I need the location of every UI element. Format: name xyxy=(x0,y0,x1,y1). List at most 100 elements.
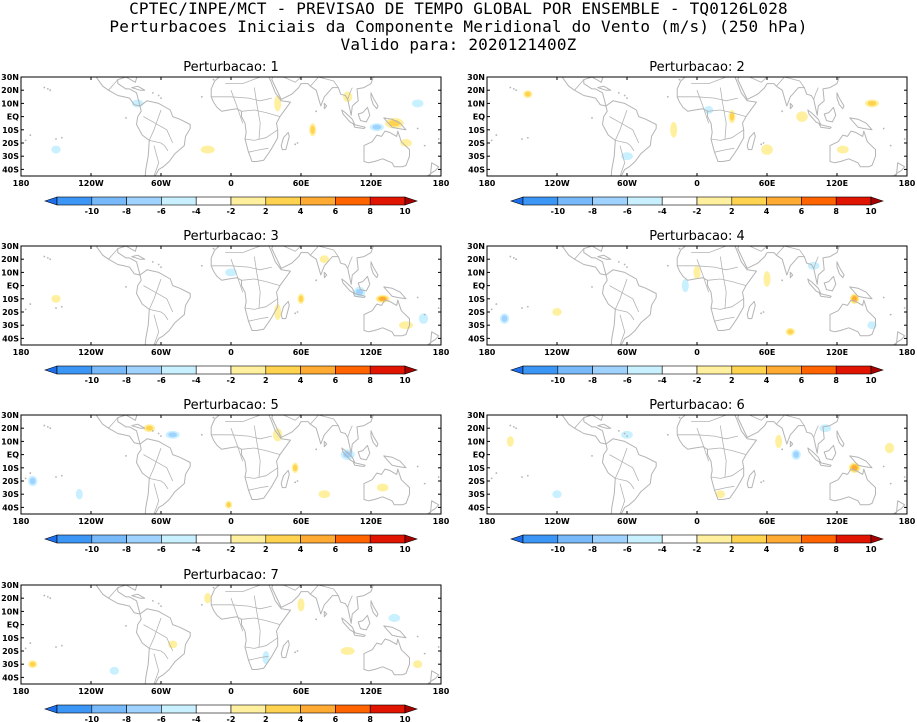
island xyxy=(882,465,885,468)
coastline-java xyxy=(819,293,832,298)
colorbar-swatch xyxy=(161,534,197,544)
country-border xyxy=(691,415,727,422)
colorbar-swatch xyxy=(731,196,767,206)
coastline-madag xyxy=(280,469,290,489)
y-tick-label: EQ xyxy=(7,282,19,291)
x-tick-label: 60E xyxy=(759,179,776,188)
country-border xyxy=(574,248,585,260)
country-border xyxy=(710,298,744,310)
colorbar-label: 10 xyxy=(865,207,877,216)
country-border xyxy=(148,109,162,141)
coastline-as xyxy=(271,415,374,454)
country-border xyxy=(614,447,628,479)
island xyxy=(509,255,512,258)
coastline-as xyxy=(271,77,374,116)
coastline-java xyxy=(819,462,832,467)
island xyxy=(762,142,765,144)
island xyxy=(24,308,27,311)
colorbar-label: 6 xyxy=(799,545,805,554)
coastline-sa xyxy=(136,438,191,514)
island xyxy=(157,602,160,605)
anomaly-positive xyxy=(787,329,794,335)
y-tick-label: 20S xyxy=(2,647,19,656)
colorbar-swatch xyxy=(265,534,301,544)
coastline-japan xyxy=(383,568,397,584)
coastline-as xyxy=(737,415,840,454)
map-area xyxy=(24,568,440,684)
y-tick-label: 10N xyxy=(1,607,19,616)
y-tick-label: 20S xyxy=(2,139,19,148)
coastline-cuba xyxy=(131,85,146,91)
island xyxy=(617,429,620,432)
colorbar: -10 -8 -6 -4 -2 2 4 6 8 10 xyxy=(510,534,884,554)
y-tick-label: 40S xyxy=(468,334,485,343)
colorbar-label: 6 xyxy=(799,207,805,216)
anomaly-positive xyxy=(204,592,212,604)
island xyxy=(623,94,626,97)
coastline-phil xyxy=(836,92,845,110)
anomaly-positive xyxy=(413,660,423,669)
panel-4: Perturbacao: 4 30N 20N 10N EQ 10S 20S 30S 40S 180… xyxy=(467,229,916,385)
colorbar-label: -4 xyxy=(192,545,201,554)
colorbar-label: -6 xyxy=(157,207,166,216)
anomaly-positive xyxy=(379,296,387,301)
coastline-japan xyxy=(849,229,863,245)
map-area xyxy=(490,415,906,514)
coastline-java xyxy=(353,632,366,637)
colorbar-label: 10 xyxy=(399,545,411,554)
coastline-phil xyxy=(370,261,379,279)
country-border xyxy=(347,595,353,608)
island xyxy=(760,481,763,484)
island xyxy=(160,266,162,269)
country-border xyxy=(211,434,272,440)
island xyxy=(49,89,52,92)
x-tick-label: 60W xyxy=(151,348,171,357)
x-tick-label: 180 xyxy=(899,179,916,188)
island xyxy=(29,642,32,644)
y-tick-label: 10N xyxy=(1,268,19,277)
country-border xyxy=(347,425,353,438)
country-border xyxy=(615,140,635,152)
country-border xyxy=(248,655,269,661)
island xyxy=(212,416,215,419)
anomaly-positive xyxy=(715,490,725,499)
colorbar-label: -2 xyxy=(227,376,236,385)
colorbar-swatch xyxy=(44,704,58,714)
anomaly-positive xyxy=(884,442,895,454)
anomaly-positive xyxy=(310,125,315,134)
figure-title-line-2: Perturbacoes Iniciais da Componente Meri… xyxy=(109,17,808,36)
anomaly-positive xyxy=(318,490,331,499)
coastline-srilanka xyxy=(323,102,328,110)
island xyxy=(24,647,27,650)
y-tick-label: 10N xyxy=(1,437,19,446)
island xyxy=(889,144,892,147)
coastline-madag xyxy=(280,131,290,151)
coastline-cuba xyxy=(131,254,146,260)
coastline-as xyxy=(271,585,374,624)
country-border xyxy=(143,454,174,482)
colorbar-swatch xyxy=(300,196,336,206)
country-border xyxy=(248,485,269,491)
anomaly-negative xyxy=(168,432,178,438)
colorbar-swatch xyxy=(510,196,524,206)
anomaly-positive xyxy=(867,100,877,106)
island xyxy=(49,258,52,261)
colorbar-swatch xyxy=(731,365,767,375)
colorbar-swatch xyxy=(335,704,371,714)
island xyxy=(781,110,784,113)
island xyxy=(416,127,419,130)
y-tick-label: 10S xyxy=(468,126,485,135)
colorbar-label: 2 xyxy=(263,545,269,554)
country-border xyxy=(707,278,747,286)
country-border xyxy=(230,259,244,293)
x-tick-label: 120W xyxy=(78,517,104,526)
y-tick-label: 30N xyxy=(1,242,19,251)
x-tick-label: 0 xyxy=(228,687,234,696)
y-tick-label: 20N xyxy=(467,86,485,95)
colorbar-label: 2 xyxy=(729,545,735,554)
coastline-nz xyxy=(426,670,440,684)
country-border xyxy=(776,77,805,88)
x-tick-label: 180 xyxy=(479,179,496,188)
colorbar-label: 2 xyxy=(729,207,735,216)
